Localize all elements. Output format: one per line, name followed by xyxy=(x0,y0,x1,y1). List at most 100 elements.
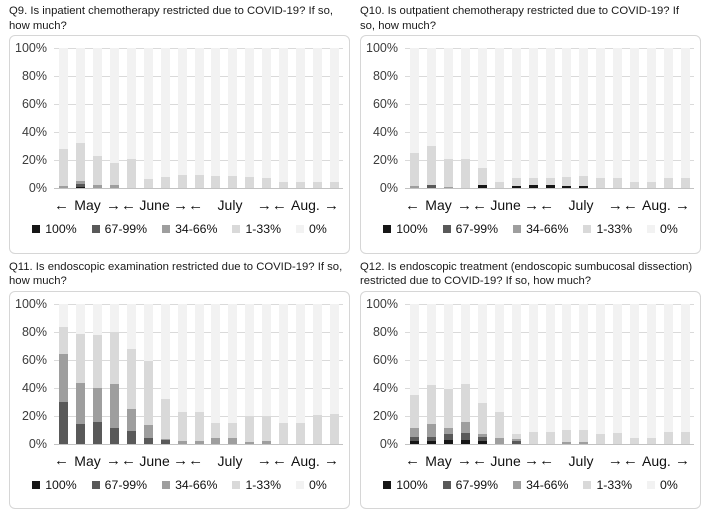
left-arrow-icon: ← xyxy=(472,196,488,214)
y-tick-label: 60% xyxy=(21,352,47,367)
bar-segment xyxy=(681,432,690,444)
legend-item: 1-33% xyxy=(232,478,281,492)
bar-segment xyxy=(228,48,238,177)
stacked-bar xyxy=(279,303,289,444)
bar-segment xyxy=(296,303,306,423)
bar-segment xyxy=(177,440,187,444)
bars-container xyxy=(410,48,690,188)
bar-segment xyxy=(92,421,102,444)
bars-container xyxy=(410,303,690,444)
legend-swatch-icon xyxy=(32,480,41,489)
month-label: July xyxy=(217,452,243,469)
bar-segment xyxy=(177,303,187,413)
bar-segment xyxy=(228,437,238,444)
legend-item: 34-66% xyxy=(513,478,568,492)
bar-segment xyxy=(477,48,487,169)
month-group: ← May → xyxy=(54,197,121,213)
stacked-bar xyxy=(511,303,521,444)
stacked-bar xyxy=(426,303,436,444)
bar-segment xyxy=(562,48,572,177)
y-tick-label: 80% xyxy=(21,324,47,339)
bar-segment xyxy=(477,402,487,435)
legend-item: 0% xyxy=(647,222,678,236)
y-tick-label: 80% xyxy=(372,324,398,339)
legend-label: 67-99% xyxy=(104,222,148,236)
bar-segment xyxy=(511,185,521,188)
bar-segment xyxy=(160,303,170,400)
right-arrow-icon: → xyxy=(674,196,690,214)
bar-segment xyxy=(443,388,453,429)
left-arrow-icon: ← xyxy=(271,196,287,214)
bar-segment xyxy=(460,48,470,159)
y-tick-label: 100% xyxy=(366,41,398,55)
bar-segment xyxy=(647,181,657,188)
chart-title: Q12. Is endoscopic treatment (endoscopic… xyxy=(360,260,693,288)
bar-segment xyxy=(330,303,339,415)
legend-swatch-icon xyxy=(583,225,592,233)
bar-segment xyxy=(177,48,187,176)
y-tick-label: 0% xyxy=(28,181,47,195)
y-tick-label: 40% xyxy=(21,125,47,139)
bar-segment xyxy=(562,442,572,444)
chart-area: 100% 80% 60% 40% 20% 0% ← May → ← June → ← July → ← Aug… xyxy=(9,35,350,254)
bar-segment xyxy=(228,176,238,188)
bar-segment xyxy=(313,182,323,188)
bar-segment xyxy=(596,177,606,188)
bar-segment xyxy=(647,437,657,444)
bar-segment xyxy=(59,327,68,354)
bar-segment xyxy=(296,182,306,188)
stacked-bar xyxy=(177,48,187,188)
bar-segment xyxy=(596,303,606,434)
legend-label: 1-33% xyxy=(596,477,632,492)
stacked-bar xyxy=(410,48,419,188)
legend-swatch-icon xyxy=(162,225,171,233)
legend-swatch-icon xyxy=(296,225,304,233)
y-tick-label: 40% xyxy=(21,380,47,395)
stacked-bar xyxy=(126,303,136,444)
legend-item: 67-99% xyxy=(91,478,147,492)
bar-segment xyxy=(211,176,221,188)
bar-segment xyxy=(443,158,453,188)
y-tick-label: 60% xyxy=(21,97,47,111)
bar-segment xyxy=(262,177,272,188)
bar-segment xyxy=(75,423,85,444)
stacked-bar xyxy=(681,48,690,188)
bar-segment xyxy=(143,178,153,188)
bar-segment xyxy=(59,185,68,188)
chart-panel-q9: Q9. Is inpatient chemotherapy restricted… xyxy=(9,3,350,254)
month-group: ← June → xyxy=(472,453,539,469)
bar-segment xyxy=(477,185,487,188)
bar-segment xyxy=(426,437,436,441)
month-label: Aug. xyxy=(642,197,671,213)
bar-segment xyxy=(279,48,289,183)
bar-segment xyxy=(579,303,589,430)
stacked-bar xyxy=(410,303,419,444)
stacked-bar xyxy=(92,48,102,188)
bar-segment xyxy=(109,48,119,163)
month-label: Aug. xyxy=(642,452,671,469)
y-tick-label: 20% xyxy=(372,153,398,167)
stacked-bar xyxy=(664,303,674,444)
bar-segment xyxy=(477,303,487,403)
bar-segment xyxy=(92,303,102,336)
bar-segment xyxy=(579,185,589,188)
stacked-bar xyxy=(528,48,538,188)
stacked-bar xyxy=(494,303,504,444)
bar-segment xyxy=(59,402,68,444)
y-axis-labels: 100% 80% 60% 40% 20% 0% xyxy=(365,41,405,195)
stacked-bar xyxy=(262,303,272,444)
bar-segment xyxy=(528,303,538,432)
bar-segment xyxy=(579,48,589,177)
legend-swatch-icon xyxy=(513,225,522,233)
bar-segment xyxy=(245,303,255,416)
legend-item: 100% xyxy=(383,222,428,236)
legend: 100% 67-99% 34-66% 1-33% 0% xyxy=(365,474,696,496)
bar-segment xyxy=(410,185,419,188)
stacked-bar xyxy=(296,303,306,444)
bar-segment xyxy=(613,433,623,444)
bar-segment xyxy=(279,182,289,188)
stacked-bar xyxy=(528,303,538,444)
left-arrow-icon: ← xyxy=(54,452,69,469)
bar-segment xyxy=(511,433,521,439)
y-tick-label: 0% xyxy=(28,436,47,451)
